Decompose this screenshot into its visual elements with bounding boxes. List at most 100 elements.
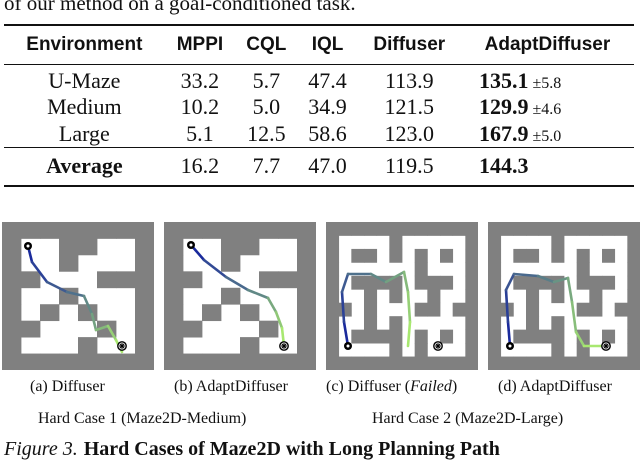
maze-wall <box>465 248 478 263</box>
maze-wall <box>2 271 22 289</box>
maze-wall <box>389 235 403 250</box>
maze-wall <box>452 356 466 370</box>
cell-iql: 58.6 <box>308 120 347 146</box>
maze-wall <box>551 343 565 357</box>
goal-cross <box>281 343 287 349</box>
maze-wall <box>259 320 279 338</box>
maze-wall <box>326 302 340 317</box>
maze-wall <box>326 222 340 236</box>
maze-wall <box>414 302 428 317</box>
maze-wall <box>389 289 403 304</box>
maze-wall <box>614 356 628 370</box>
maze-wall <box>364 329 378 344</box>
maze-wall <box>364 316 378 331</box>
maze-wall <box>414 222 428 236</box>
maze-wall <box>389 343 403 357</box>
maze-wall <box>135 304 154 322</box>
maze-wall <box>465 302 478 317</box>
maze-wall <box>326 356 340 370</box>
cell-env: Medium <box>47 94 122 119</box>
maze-wall <box>164 287 184 305</box>
maze-wall <box>513 329 527 344</box>
maze-wall <box>240 353 260 370</box>
maze-wall <box>164 238 184 256</box>
goal-cross <box>119 343 125 349</box>
maze-wall <box>551 235 565 250</box>
maze-wall <box>627 262 640 277</box>
cell-cql: 7.7 <box>252 153 281 179</box>
table-row: Large 5.1 12.5 58.6 123.0 167.9 ±5.0 <box>4 121 634 148</box>
maze-wall <box>59 222 79 239</box>
maze-wall <box>297 238 316 256</box>
maze-wall <box>240 238 260 256</box>
maze-wall <box>338 356 352 370</box>
maze-wall <box>465 275 478 290</box>
maze-wall <box>526 329 540 344</box>
maze-wall <box>589 302 603 317</box>
maze-wall <box>440 248 454 263</box>
header-iql: IQL <box>311 33 344 55</box>
maze-wall <box>414 262 428 277</box>
maze-wall <box>297 254 316 272</box>
maze-panel-a <box>2 222 154 370</box>
maze-wall <box>297 304 316 322</box>
maze-wall <box>351 356 365 370</box>
trajectory-segment <box>506 320 512 348</box>
maze-wall <box>297 320 316 338</box>
maze-wall <box>297 271 316 289</box>
maze-wall <box>40 304 60 322</box>
maze-wall <box>488 289 502 304</box>
maze-wall <box>164 353 184 370</box>
trajectory-segment <box>340 290 346 324</box>
maze-wall <box>488 302 502 317</box>
maze-panel-c <box>326 222 478 370</box>
maze-wall <box>602 356 616 370</box>
maze-wall <box>326 248 340 263</box>
maze-wall <box>21 320 41 338</box>
maze-wall <box>2 353 22 370</box>
maze-wall <box>526 289 540 304</box>
maze-wall <box>564 356 578 370</box>
maze-wall <box>551 289 565 304</box>
maze-wall <box>551 329 565 344</box>
maze-wall <box>427 302 441 317</box>
cell-adaptdiffuser-value: 129.9 <box>478 94 529 119</box>
maze-wall <box>221 254 241 272</box>
maze-wall <box>576 302 590 317</box>
maze-wall <box>513 222 527 236</box>
intro-text: of our method on a goal-conditioned task… <box>4 0 356 15</box>
maze-wall <box>326 329 340 344</box>
maze-wall <box>259 271 279 289</box>
maze-wall <box>2 304 22 322</box>
maze-wall <box>526 275 540 290</box>
maze-wall <box>602 248 616 263</box>
trajectory-segment <box>504 288 510 324</box>
maze-wall <box>488 248 502 263</box>
trajectory-segment <box>536 274 556 284</box>
maze-wall <box>135 271 154 289</box>
table-header-row: Environment MPPI CQL IQL Diffuser AdaptD… <box>4 25 634 64</box>
maze-wall <box>2 238 22 256</box>
goal-marker-icon <box>279 341 289 351</box>
maze-wall <box>627 275 640 290</box>
cell-diffuser: 123.0 <box>384 120 435 146</box>
maze-wall <box>59 238 79 256</box>
cell-env: Large <box>58 120 110 146</box>
cell-cql: 5.7 <box>252 67 281 93</box>
maze-wall <box>116 353 136 370</box>
goal-marker-icon <box>433 341 443 351</box>
trajectory-segment <box>266 296 278 314</box>
maze-wall <box>364 356 378 370</box>
trajectory-segment <box>406 290 412 324</box>
maze-wall <box>414 343 428 357</box>
maze-wall <box>389 329 403 344</box>
maze-wall <box>135 254 154 272</box>
maze-wall <box>21 271 41 289</box>
maze-wall <box>414 275 428 290</box>
cell-cql: 12.5 <box>247 120 286 146</box>
maze-wall <box>135 353 154 370</box>
maze-wall <box>614 302 628 317</box>
maze-wall <box>78 353 98 370</box>
cell-adaptdiffuser-value: 144.3 <box>478 153 529 179</box>
maze-wall <box>627 248 640 263</box>
